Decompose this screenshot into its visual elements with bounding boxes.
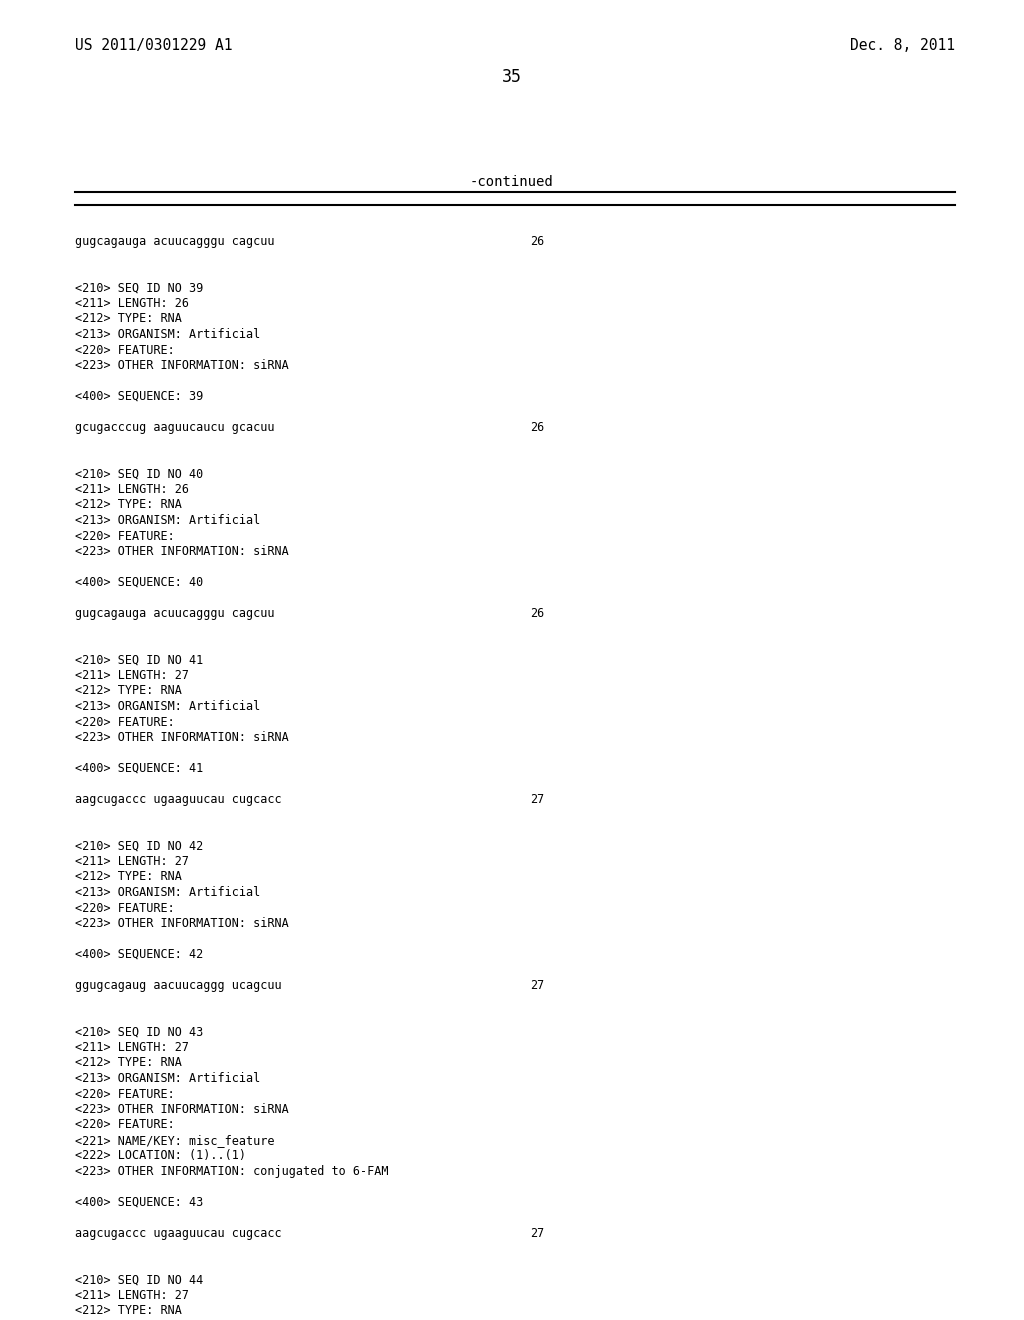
Text: <220> FEATURE:: <220> FEATURE: (75, 1118, 175, 1131)
Text: <220> FEATURE:: <220> FEATURE: (75, 529, 175, 543)
Text: <212> TYPE: RNA: <212> TYPE: RNA (75, 685, 182, 697)
Text: 27: 27 (530, 979, 544, 993)
Text: <212> TYPE: RNA: <212> TYPE: RNA (75, 499, 182, 511)
Text: <213> ORGANISM: Artificial: <213> ORGANISM: Artificial (75, 1072, 260, 1085)
Text: <210> SEQ ID NO 44: <210> SEQ ID NO 44 (75, 1274, 203, 1287)
Text: aagcugaccc ugaaguucau cugcacc: aagcugaccc ugaaguucau cugcacc (75, 793, 282, 807)
Text: <212> TYPE: RNA: <212> TYPE: RNA (75, 1304, 182, 1317)
Text: <211> LENGTH: 27: <211> LENGTH: 27 (75, 669, 189, 682)
Text: <210> SEQ ID NO 43: <210> SEQ ID NO 43 (75, 1026, 203, 1039)
Text: 35: 35 (502, 69, 522, 86)
Text: <213> ORGANISM: Artificial: <213> ORGANISM: Artificial (75, 886, 260, 899)
Text: <400> SEQUENCE: 40: <400> SEQUENCE: 40 (75, 576, 203, 589)
Text: <220> FEATURE:: <220> FEATURE: (75, 1088, 175, 1101)
Text: <210> SEQ ID NO 42: <210> SEQ ID NO 42 (75, 840, 203, 853)
Text: <211> LENGTH: 27: <211> LENGTH: 27 (75, 1290, 189, 1302)
Text: 27: 27 (530, 793, 544, 807)
Text: US 2011/0301229 A1: US 2011/0301229 A1 (75, 38, 232, 53)
Text: <400> SEQUENCE: 39: <400> SEQUENCE: 39 (75, 389, 203, 403)
Text: gugcagauga acuucagggu cagcuu: gugcagauga acuucagggu cagcuu (75, 607, 274, 620)
Text: <400> SEQUENCE: 42: <400> SEQUENCE: 42 (75, 948, 203, 961)
Text: 26: 26 (530, 235, 544, 248)
Text: <211> LENGTH: 27: <211> LENGTH: 27 (75, 1041, 189, 1053)
Text: <211> LENGTH: 26: <211> LENGTH: 26 (75, 297, 189, 310)
Text: <210> SEQ ID NO 40: <210> SEQ ID NO 40 (75, 467, 203, 480)
Text: gugcagauga acuucagggu cagcuu: gugcagauga acuucagggu cagcuu (75, 235, 274, 248)
Text: 27: 27 (530, 1228, 544, 1239)
Text: <212> TYPE: RNA: <212> TYPE: RNA (75, 870, 182, 883)
Text: <212> TYPE: RNA: <212> TYPE: RNA (75, 313, 182, 326)
Text: <212> TYPE: RNA: <212> TYPE: RNA (75, 1056, 182, 1069)
Text: Dec. 8, 2011: Dec. 8, 2011 (850, 38, 955, 53)
Text: <221> NAME/KEY: misc_feature: <221> NAME/KEY: misc_feature (75, 1134, 274, 1147)
Text: <223> OTHER INFORMATION: siRNA: <223> OTHER INFORMATION: siRNA (75, 917, 289, 931)
Text: <223> OTHER INFORMATION: siRNA: <223> OTHER INFORMATION: siRNA (75, 545, 289, 558)
Text: <210> SEQ ID NO 39: <210> SEQ ID NO 39 (75, 281, 203, 294)
Text: -continued: -continued (470, 176, 554, 189)
Text: ggugcagaug aacuucaggg ucagcuu: ggugcagaug aacuucaggg ucagcuu (75, 979, 282, 993)
Text: <223> OTHER INFORMATION: conjugated to 6-FAM: <223> OTHER INFORMATION: conjugated to 6… (75, 1166, 388, 1177)
Text: aagcugaccc ugaaguucau cugcacc: aagcugaccc ugaaguucau cugcacc (75, 1228, 282, 1239)
Text: 26: 26 (530, 607, 544, 620)
Text: <223> OTHER INFORMATION: siRNA: <223> OTHER INFORMATION: siRNA (75, 731, 289, 744)
Text: <211> LENGTH: 27: <211> LENGTH: 27 (75, 855, 189, 869)
Text: <213> ORGANISM: Artificial: <213> ORGANISM: Artificial (75, 700, 260, 713)
Text: <211> LENGTH: 26: <211> LENGTH: 26 (75, 483, 189, 496)
Text: <220> FEATURE:: <220> FEATURE: (75, 715, 175, 729)
Text: <210> SEQ ID NO 41: <210> SEQ ID NO 41 (75, 653, 203, 667)
Text: <223> OTHER INFORMATION: siRNA: <223> OTHER INFORMATION: siRNA (75, 359, 289, 372)
Text: gcugacccug aaguucaucu gcacuu: gcugacccug aaguucaucu gcacuu (75, 421, 274, 434)
Text: 26: 26 (530, 421, 544, 434)
Text: <222> LOCATION: (1)..(1): <222> LOCATION: (1)..(1) (75, 1150, 246, 1163)
Text: <213> ORGANISM: Artificial: <213> ORGANISM: Artificial (75, 513, 260, 527)
Text: <220> FEATURE:: <220> FEATURE: (75, 902, 175, 915)
Text: <220> FEATURE:: <220> FEATURE: (75, 343, 175, 356)
Text: <400> SEQUENCE: 43: <400> SEQUENCE: 43 (75, 1196, 203, 1209)
Text: <223> OTHER INFORMATION: siRNA: <223> OTHER INFORMATION: siRNA (75, 1104, 289, 1115)
Text: <400> SEQUENCE: 41: <400> SEQUENCE: 41 (75, 762, 203, 775)
Text: <213> ORGANISM: Artificial: <213> ORGANISM: Artificial (75, 327, 260, 341)
